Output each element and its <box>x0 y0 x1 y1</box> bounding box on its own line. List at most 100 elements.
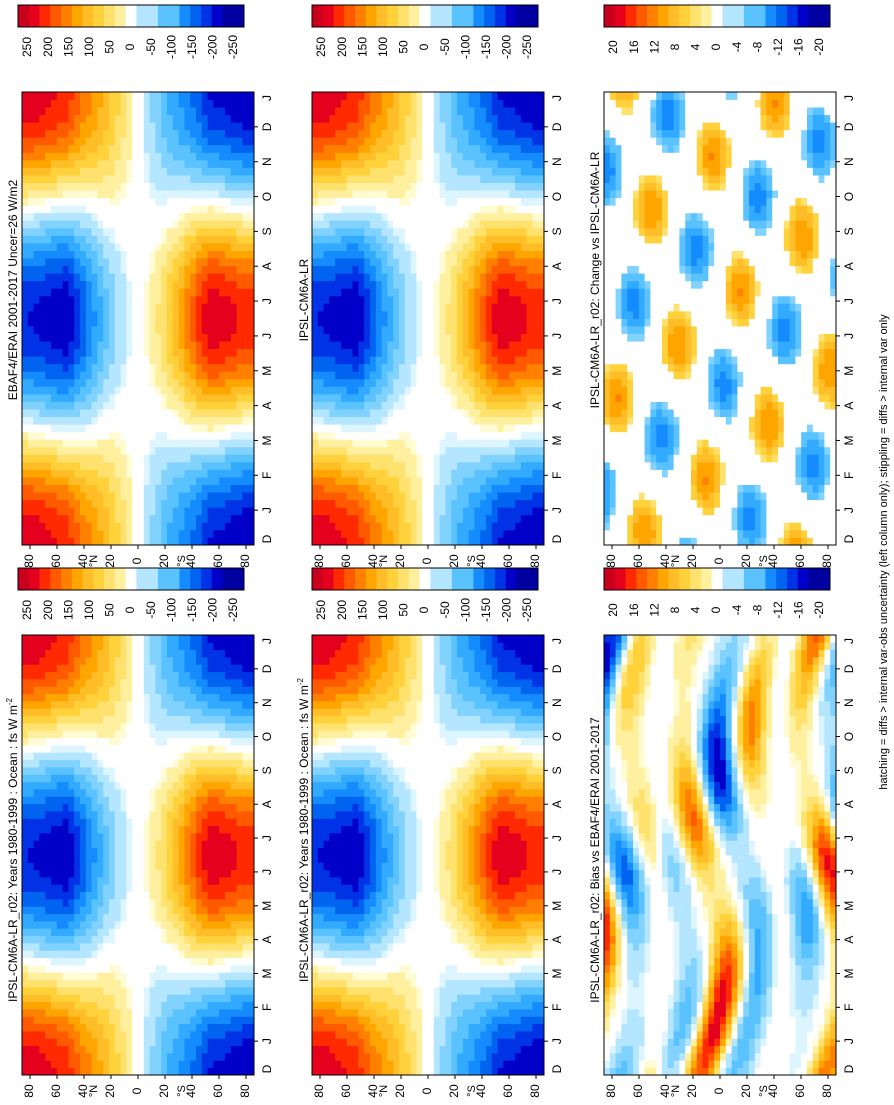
heatmap-cell <box>346 273 353 282</box>
heatmap-cell <box>219 371 226 380</box>
heatmap-cell <box>399 363 406 372</box>
heatmap-cell <box>480 446 487 455</box>
heatmap-cell <box>155 424 162 433</box>
heatmap-cell <box>91 514 98 523</box>
heatmap-cell <box>341 243 348 251</box>
heatmap-cell <box>74 371 81 380</box>
heatmap-cell <box>341 326 348 334</box>
heatmap-cell <box>422 454 429 463</box>
heatmap-cell <box>109 492 116 501</box>
heatmap-cell <box>68 507 75 516</box>
heatmap-cell <box>532 469 539 478</box>
heatmap-cell <box>91 484 98 493</box>
heatmap-cell <box>480 197 487 206</box>
heatmap-cell <box>56 431 63 440</box>
heatmap-cell <box>503 341 510 350</box>
heatmap-cell <box>39 227 46 236</box>
heatmap-cell <box>155 167 162 176</box>
heatmap-cell <box>335 537 342 546</box>
heatmap-cell <box>312 469 319 478</box>
heatmap-cell <box>468 454 475 463</box>
heatmap-cell <box>404 492 411 501</box>
heatmap-cell <box>335 341 342 350</box>
heatmap-cell <box>445 318 452 327</box>
heatmap-cell <box>190 378 197 387</box>
heatmap-cell <box>381 92 388 100</box>
heatmap-cell <box>439 348 446 357</box>
heatmap-cell <box>538 469 545 478</box>
heatmap-cell <box>213 507 220 516</box>
heatmap-cell <box>439 258 446 267</box>
heatmap-cell <box>358 197 365 206</box>
heatmap-cell <box>526 167 533 176</box>
heatmap-cell <box>184 243 191 251</box>
heatmap-cell <box>190 197 197 206</box>
heatmap-cell <box>358 273 365 282</box>
heatmap-cell <box>433 522 440 531</box>
heatmap-cell <box>509 378 516 387</box>
heatmap-cell <box>184 265 191 274</box>
heatmap-cell <box>503 144 510 153</box>
heatmap-cell <box>68 235 75 244</box>
heatmap-cell <box>51 431 58 440</box>
heatmap-cell <box>45 92 52 100</box>
heatmap-cell <box>462 371 469 380</box>
heatmap-cell <box>404 333 411 342</box>
heatmap-cell <box>503 152 510 161</box>
heatmap-cell <box>126 424 133 433</box>
heatmap-cell <box>486 484 493 493</box>
heatmap-cell <box>248 175 255 183</box>
heatmap-cell <box>491 99 498 108</box>
heatmap-cell <box>491 220 498 229</box>
heatmap-cell <box>317 250 324 259</box>
heatmap-cell <box>114 318 121 327</box>
heatmap-cell <box>225 212 232 221</box>
heatmap-cell <box>85 273 92 282</box>
heatmap-cell <box>416 99 423 108</box>
heatmap-cell <box>451 416 458 425</box>
heatmap-cell <box>538 258 545 267</box>
heatmap-cell <box>329 318 336 327</box>
heatmap-cell <box>387 250 394 259</box>
heatmap-cell <box>323 386 330 395</box>
heatmap-cell <box>329 220 336 229</box>
heatmap-cell <box>468 537 475 546</box>
heatmap-cell <box>468 92 475 100</box>
heatmap-cell <box>22 144 29 153</box>
heatmap-cell <box>97 469 104 478</box>
heatmap-cell <box>248 295 255 304</box>
heatmap-cell <box>497 356 504 365</box>
heatmap-cell <box>97 303 104 312</box>
heatmap-cell <box>91 114 98 123</box>
heatmap-cell <box>172 356 179 365</box>
heatmap-cell <box>491 507 498 516</box>
heatmap-cell <box>248 288 255 297</box>
heatmap-cell <box>486 182 493 191</box>
heatmap-cell <box>312 537 319 546</box>
heatmap-cell <box>462 122 469 131</box>
heatmap-cell <box>138 522 145 531</box>
heatmap-cell <box>509 175 516 183</box>
heatmap-cell <box>381 416 388 425</box>
heatmap-cell <box>491 499 498 508</box>
heatmap-cell <box>520 250 527 259</box>
heatmap-cell <box>381 431 388 440</box>
heatmap-cell <box>103 439 110 448</box>
heatmap-cell <box>80 394 87 402</box>
heatmap-cell <box>230 529 237 538</box>
heatmap-cell <box>416 446 423 455</box>
heatmap-cell <box>497 92 504 100</box>
heatmap-cell <box>97 326 104 334</box>
heatmap-cell <box>497 114 504 123</box>
heatmap-cell <box>486 122 493 131</box>
heatmap-cell <box>22 469 29 478</box>
heatmap-cell <box>503 537 510 546</box>
heatmap-cell <box>39 341 46 350</box>
heatmap-cell <box>91 92 98 100</box>
heatmap-cell <box>375 152 382 161</box>
heatmap-cell <box>410 333 417 342</box>
heatmap-cell <box>74 484 81 493</box>
heatmap-cell <box>225 288 232 297</box>
heatmap-cell <box>457 529 464 538</box>
heatmap-cell <box>422 258 429 267</box>
